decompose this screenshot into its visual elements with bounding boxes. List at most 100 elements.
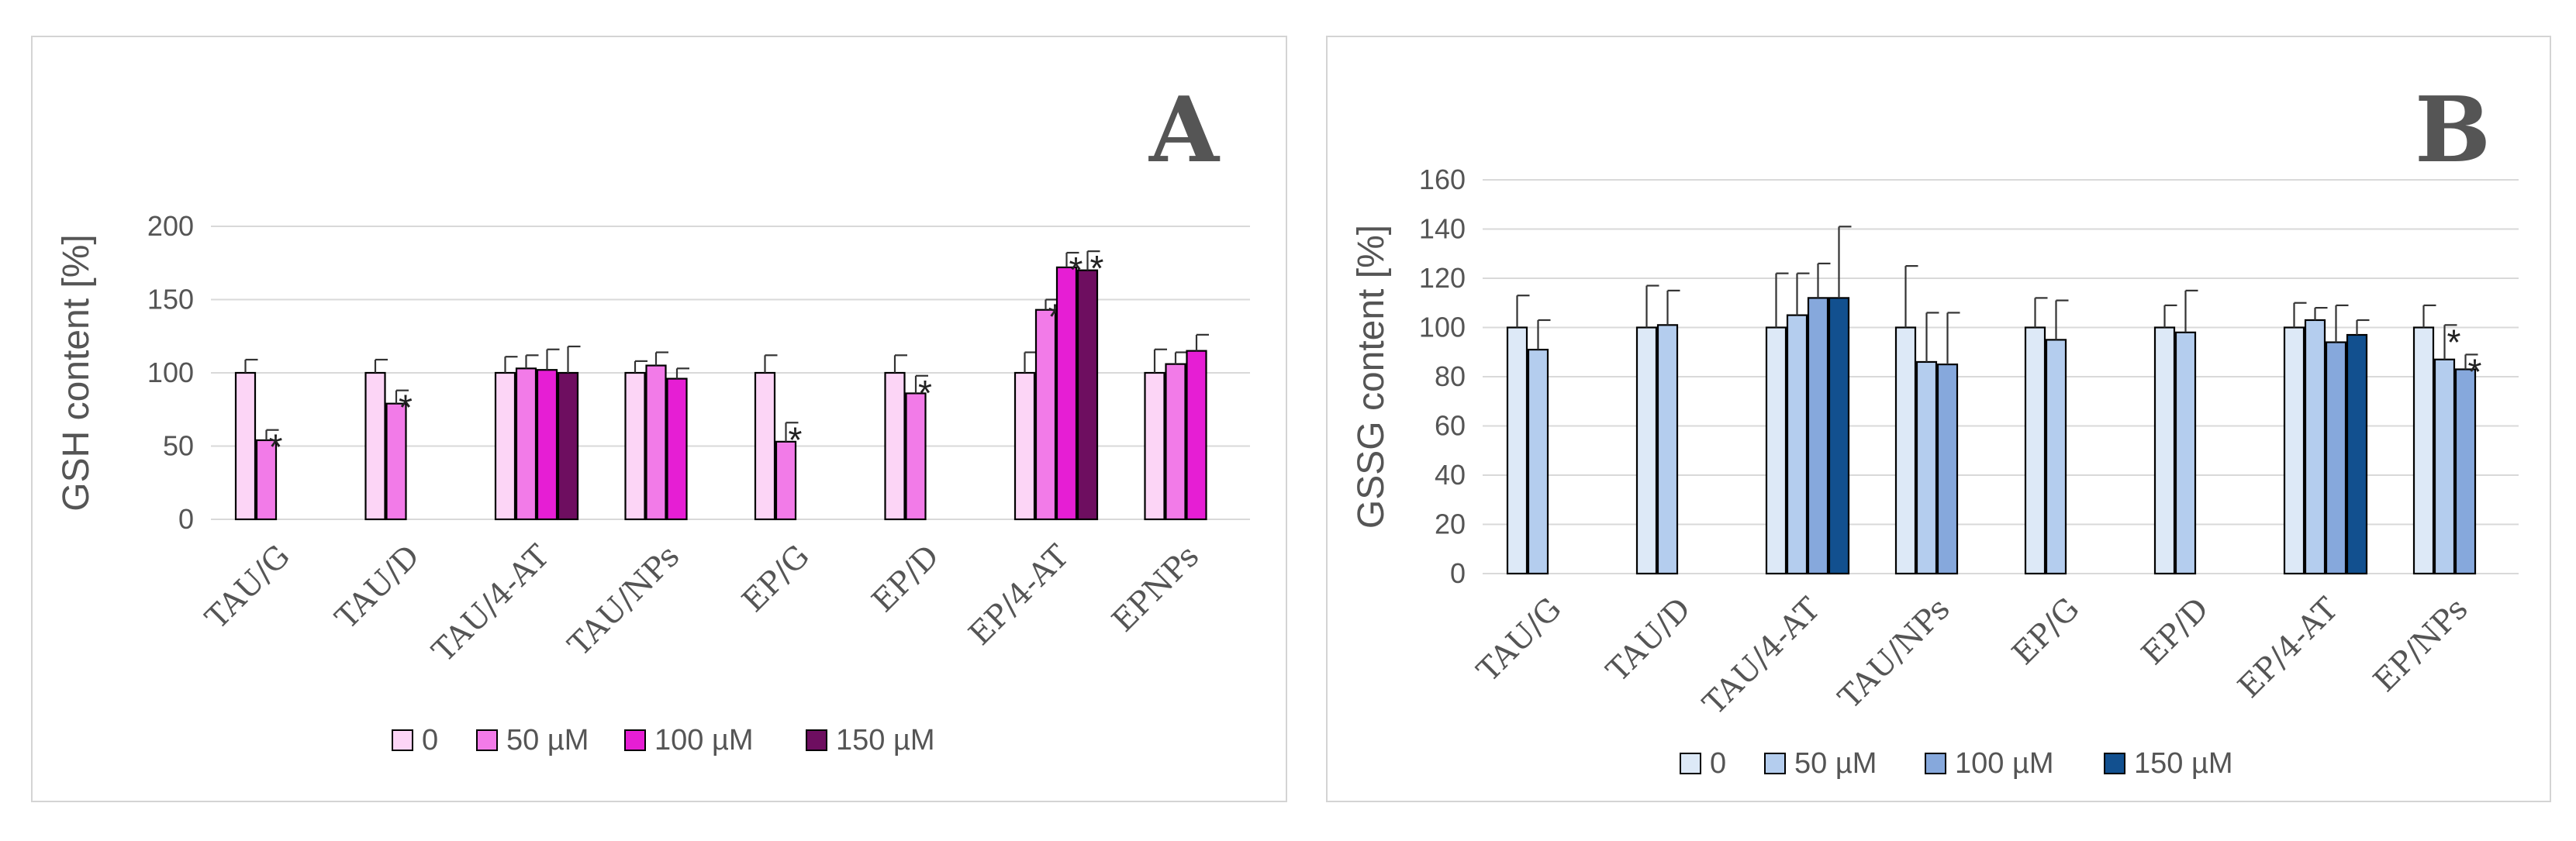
category-label: EP/4-AT [962, 538, 1076, 652]
category-label: TAU/G [1470, 591, 1568, 689]
category-label: TAU/NPs [561, 539, 686, 663]
bar-EP/4-AT-50 µM [2304, 319, 2326, 575]
bar-TAU/G-50 µM [1527, 348, 1549, 575]
legend-swatch [1764, 753, 1786, 774]
category-label: EP/4-AT [2232, 591, 2346, 705]
panel-letter: A [1148, 78, 1221, 183]
bar-EP/NPs-100 µM [2454, 368, 2477, 575]
y-tick-label: 100 [1419, 312, 1466, 343]
bar-TAU/NPs-0 [1894, 326, 1917, 575]
category-label: EPNPs [1106, 539, 1207, 639]
panel-letter: B [2415, 78, 2491, 183]
bar-EP/4-AT-50 µM [1034, 308, 1057, 521]
bar-TAU/4-AT-150 µM [1828, 297, 1850, 575]
legend-label: 150 µM [836, 724, 935, 757]
legend-label: 100 µM [654, 724, 754, 757]
y-tick-label: 200 [147, 210, 194, 242]
bar-TAU/G-0 [234, 371, 257, 521]
y-tick-label: 140 [1419, 213, 1466, 245]
category-label: EP/G [2005, 591, 2086, 672]
bar-TAU/NPs-0 [624, 371, 646, 521]
bar-EP/4-AT-0 [2283, 326, 2305, 575]
y-tick-label: 120 [1419, 262, 1466, 294]
legend: 0 50 µM 100 µM 150 µM [392, 724, 935, 757]
significance-marker: * [2447, 322, 2461, 362]
chart-panel-a: A 0 50 100 150 200 GSH content [%] * * * * * * * TAU/G… [31, 36, 1287, 802]
bar-TAU/D-0 [1635, 326, 1658, 575]
y-tick-label: 0 [178, 503, 194, 535]
y-axis-label: GSSG content [%] [1351, 225, 1392, 529]
y-tick-label: 60 [1435, 410, 1466, 442]
category-label: EP/D [865, 539, 946, 619]
bar-EP/G-0 [754, 371, 776, 521]
bar-TAU/D-0 [364, 371, 386, 521]
significance-marker: * [399, 388, 413, 428]
bar-EP/G-50 µM [775, 440, 797, 521]
significance-marker: * [1090, 248, 1104, 288]
bar-EP/4-AT-150 µM [2346, 333, 2368, 575]
bars: ****** * [234, 248, 1209, 521]
bar-TAU/4-AT-50 µM [515, 367, 537, 521]
legend-swatch [624, 729, 646, 751]
y-tick-label: 0 [1450, 557, 1466, 589]
legend-swatch [1925, 753, 1946, 774]
category-label: EP/NPs [2367, 591, 2474, 699]
significance-marker: * [269, 427, 283, 467]
legend-swatch [1680, 753, 1701, 774]
bar-EP/D-50 µM [2174, 331, 2197, 575]
bar-EP/4-AT-150 µM [1076, 269, 1099, 521]
bar-EP/4-AT-100 µM [2325, 341, 2347, 575]
category-label: EP/D [2135, 591, 2215, 672]
bar-EP/G-50 µM [2045, 339, 2067, 575]
significance-marker: * [2468, 351, 2482, 391]
legend-swatch [392, 729, 413, 751]
bar-EP/4-AT-100 µM [1055, 266, 1078, 521]
y-tick-label: 80 [1435, 360, 1466, 392]
significance-marker: * [789, 419, 803, 460]
bar-EPNPs-50 µM [1165, 363, 1186, 521]
legend-label: 0 [1710, 747, 1726, 780]
category-label: TAU/4-AT [426, 538, 557, 669]
category-label: TAU/NPs [1832, 591, 1956, 716]
category-label: TAU/D [329, 539, 426, 636]
bar-TAU/NPs-100 µM [1936, 364, 1959, 575]
bar-EP/NPs-50 µM [2433, 358, 2456, 575]
category-label: TAU/D [1600, 591, 1697, 689]
legend-label: 50 µM [1794, 747, 1877, 780]
bar-EP/NPs-0 [2412, 326, 2435, 575]
legend-label: 100 µM [1955, 747, 2054, 780]
y-tick-label: 150 [147, 284, 194, 315]
bar-TAU/G-0 [1506, 326, 1528, 575]
legend-label: 0 [422, 724, 438, 757]
legend-swatch [806, 729, 827, 751]
bar-TAU/G-50 µM [255, 439, 278, 521]
bar-EPNPs-0 [1144, 371, 1165, 521]
category-label: TAU/G [199, 539, 297, 636]
bars: ** [1506, 226, 2482, 575]
bar-TAU/4-AT-100 µM [536, 369, 558, 521]
y-tick-label: 20 [1435, 508, 1466, 540]
bar-TAU/4-AT-100 µM [1807, 297, 1829, 575]
bar-TAU/4-AT-0 [494, 371, 516, 521]
bar-EP/4-AT-0 [1013, 371, 1036, 521]
bar-EP/D-50 µM [905, 392, 927, 521]
bar-TAU/NPs-100 µM [666, 377, 688, 521]
bar-EPNPs-100 µM [1186, 350, 1207, 521]
bar-TAU/4-AT-150 µM [557, 371, 579, 521]
bar-TAU/NPs-50 µM [645, 364, 667, 521]
bar-TAU/4-AT-50 µM [1786, 314, 1808, 575]
category-label: TAU/4-AT [1697, 591, 1828, 722]
legend-label: 150 µM [2134, 747, 2233, 780]
bar-TAU/D-50 µM [1656, 324, 1679, 575]
bar-TAU/NPs-50 µM [1915, 360, 1938, 575]
chart-panel-b: B 0 20 40 60 80 100 120 140 160 GSSG content [%] * *… [1326, 36, 2551, 802]
y-tick-label: 100 [147, 357, 194, 388]
bar-EP/D-0 [2153, 326, 2176, 575]
bar-EP/D-0 [884, 371, 906, 521]
bar-TAU/D-50 µM [385, 402, 407, 521]
y-tick-label: 50 [163, 430, 194, 462]
y-tick-label: 160 [1419, 164, 1466, 195]
bar-TAU/4-AT-0 [1765, 326, 1787, 575]
y-axis-label: GSH content [%] [56, 234, 97, 512]
